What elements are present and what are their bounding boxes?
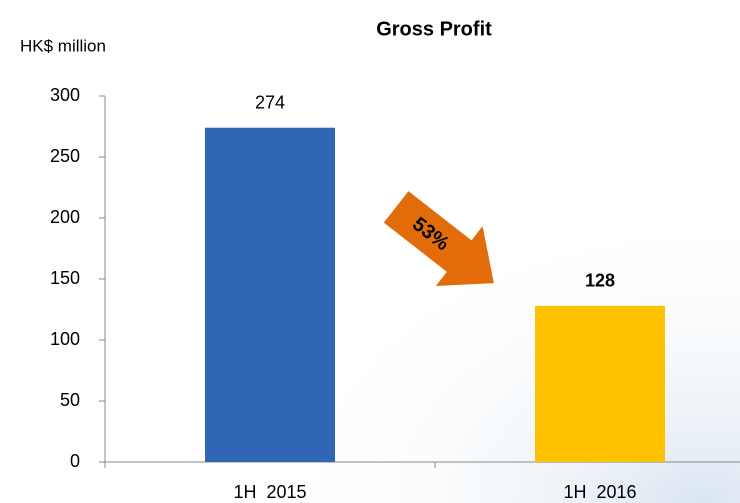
x-tick-label: 1H 2016 bbox=[563, 482, 636, 502]
y-tick-label: 250 bbox=[50, 146, 80, 166]
y-tick-label: 0 bbox=[70, 451, 80, 471]
y-tick-label: 300 bbox=[50, 85, 80, 105]
x-tick-label: 1H 2015 bbox=[233, 482, 306, 502]
y-tick-label: 50 bbox=[60, 390, 80, 410]
bar bbox=[535, 305, 665, 462]
y-tick-label: 150 bbox=[50, 268, 80, 288]
arrow bbox=[383, 191, 494, 287]
value-label: 274 bbox=[255, 92, 285, 112]
y-tick-label: 200 bbox=[50, 207, 80, 227]
value-label: 128 bbox=[585, 271, 615, 291]
bar bbox=[205, 127, 335, 462]
y-tick-label: 100 bbox=[50, 329, 80, 349]
arrow-annotation: 53% bbox=[383, 191, 494, 287]
y-axis-label: HK$ million bbox=[20, 36, 106, 55]
chart-title: Gross Profit bbox=[376, 18, 492, 40]
